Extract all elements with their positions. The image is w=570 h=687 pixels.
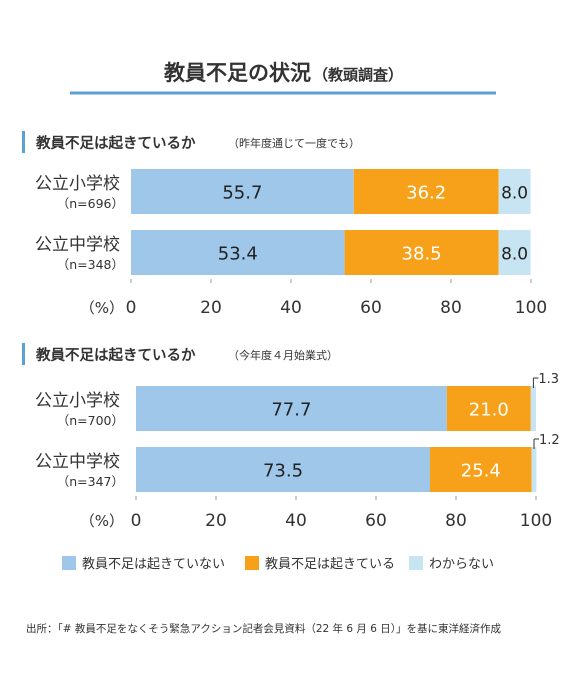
legend-label: 教員不足は起きていない [82, 556, 225, 572]
x-tick-label: 60 [360, 298, 382, 318]
x-tick-label: 40 [280, 298, 302, 318]
data-label: 73.5 [263, 461, 303, 482]
bar-segment [498, 230, 531, 275]
x-tick-label: 80 [445, 511, 467, 531]
x-tick-label: 0 [126, 298, 137, 318]
source-note: 出所：「# 教員不足をなくそう緊急アクション記者会見資料（22 年 6 月 6 … [26, 622, 502, 635]
panel-title: 教員不足は起きているか [35, 134, 196, 152]
category-sample-size: （n=348） [57, 257, 124, 272]
panel-title: 教員不足は起きているか [35, 346, 196, 364]
data-label: 38.5 [402, 244, 442, 265]
category-sample-size: （n=700） [57, 413, 124, 428]
chart-panel-2: 教員不足は起きているか （今年度４月始業式） 公立小学校 （n=700） 77.7 21.… [22, 343, 560, 531]
bar-segment [131, 230, 345, 275]
category-sample-size: （n=347） [57, 474, 124, 489]
data-label: 53.4 [218, 244, 258, 265]
data-label: 36.2 [406, 183, 446, 204]
bar-row: 公立小学校 （n=700） 77.7 21.0 1.3 [35, 372, 559, 431]
x-tick-label: 0 [131, 511, 142, 531]
bar-segment [446, 386, 531, 431]
x-tick-label: 60 [365, 511, 387, 531]
legend-swatch [62, 556, 76, 570]
legend-label: わからない [429, 557, 494, 572]
bar-segment [530, 386, 536, 431]
x-tick-label: 80 [440, 298, 462, 318]
data-label: 55.7 [222, 183, 262, 204]
x-tick-label: 20 [200, 298, 222, 318]
bar-segment [344, 230, 499, 275]
bar-row: 公立中学校 （n=347） 73.5 25.4 1.2 [35, 433, 560, 492]
data-label: 8.0 [501, 245, 528, 265]
legend-swatch [409, 556, 423, 570]
category-label: 公立中学校 [35, 235, 120, 255]
category-label: 公立小学校 [35, 174, 120, 194]
data-label: 1.2 [539, 433, 560, 448]
legend-label: 教員不足は起きている [265, 556, 395, 572]
panel-title-note: （昨年度通じて一度でも） [228, 136, 360, 150]
legend-swatch [245, 556, 259, 570]
x-tick-label: 20 [205, 511, 227, 531]
category-label: 公立小学校 [35, 391, 120, 411]
x-tick-label: 40 [285, 511, 307, 531]
bar-row: 公立小学校 （n=696） 55.7 36.2 8.0 [35, 169, 531, 214]
bar-segment [131, 169, 354, 214]
legend-item: 教員不足は起きていない [62, 556, 225, 572]
panel-accent-mark [22, 343, 25, 365]
panel-accent-mark [22, 131, 25, 153]
panel-title-note: （今年度４月始業式） [228, 348, 338, 362]
data-label: 25.4 [461, 461, 501, 482]
x-tick-label: 100 [515, 298, 547, 318]
chart-panel-1: 教員不足は起きているか （昨年度通じて一度でも） 公立小学校 （n=696） 55.7 3… [22, 131, 547, 318]
data-label: 1.3 [538, 372, 559, 387]
bar-segment [531, 447, 537, 492]
chart-title: 教員不足の状況 [164, 61, 311, 85]
data-label: 21.0 [469, 400, 509, 421]
bar-segment [498, 169, 531, 214]
x-tick-label: 100 [520, 511, 552, 531]
bar-segment [353, 169, 499, 214]
data-label: 8.0 [501, 184, 528, 204]
bar-segment [136, 386, 447, 431]
bar-row: 公立中学校 （n=348） 53.4 38.5 8.0 [35, 230, 531, 275]
category-sample-size: （n=696） [57, 196, 124, 211]
bar-segment [136, 447, 430, 492]
data-label: 77.7 [271, 400, 311, 421]
chart-title-sub: （教頭調査） [313, 66, 403, 84]
legend-item: わからない [409, 556, 494, 572]
x-unit-label: （%） [80, 512, 124, 530]
legend-item: 教員不足は起きている [245, 556, 395, 572]
x-unit-label: （%） [80, 299, 124, 317]
bar-segment [430, 447, 532, 492]
category-label: 公立中学校 [35, 452, 120, 472]
